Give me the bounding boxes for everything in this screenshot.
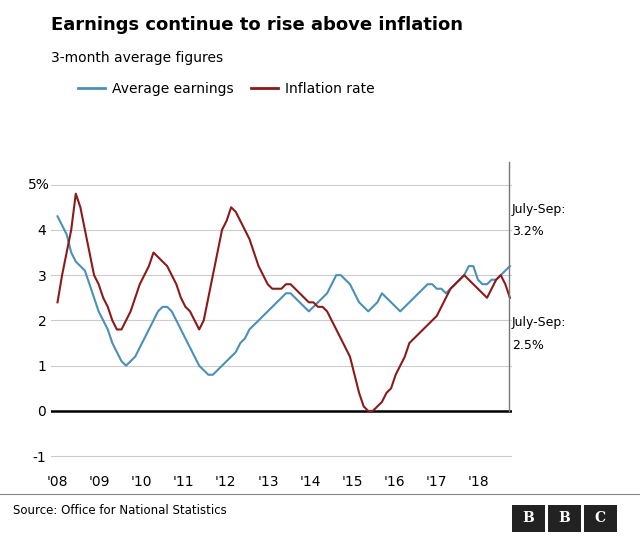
Text: July-Sep:: July-Sep: xyxy=(512,202,566,216)
Text: 5%: 5% xyxy=(28,178,50,192)
Text: B: B xyxy=(523,511,534,525)
Text: July-Sep:: July-Sep: xyxy=(512,316,566,329)
Legend: Average earnings, Inflation rate: Average earnings, Inflation rate xyxy=(72,77,381,102)
Text: 2.5%: 2.5% xyxy=(512,339,544,352)
Text: Earnings continue to rise above inflation: Earnings continue to rise above inflatio… xyxy=(51,16,463,34)
Text: C: C xyxy=(595,511,606,525)
Text: B: B xyxy=(559,511,570,525)
Text: 3.2%: 3.2% xyxy=(512,225,544,238)
Text: Source: Office for National Statistics: Source: Office for National Statistics xyxy=(13,504,227,517)
Text: 3-month average figures: 3-month average figures xyxy=(51,51,223,65)
